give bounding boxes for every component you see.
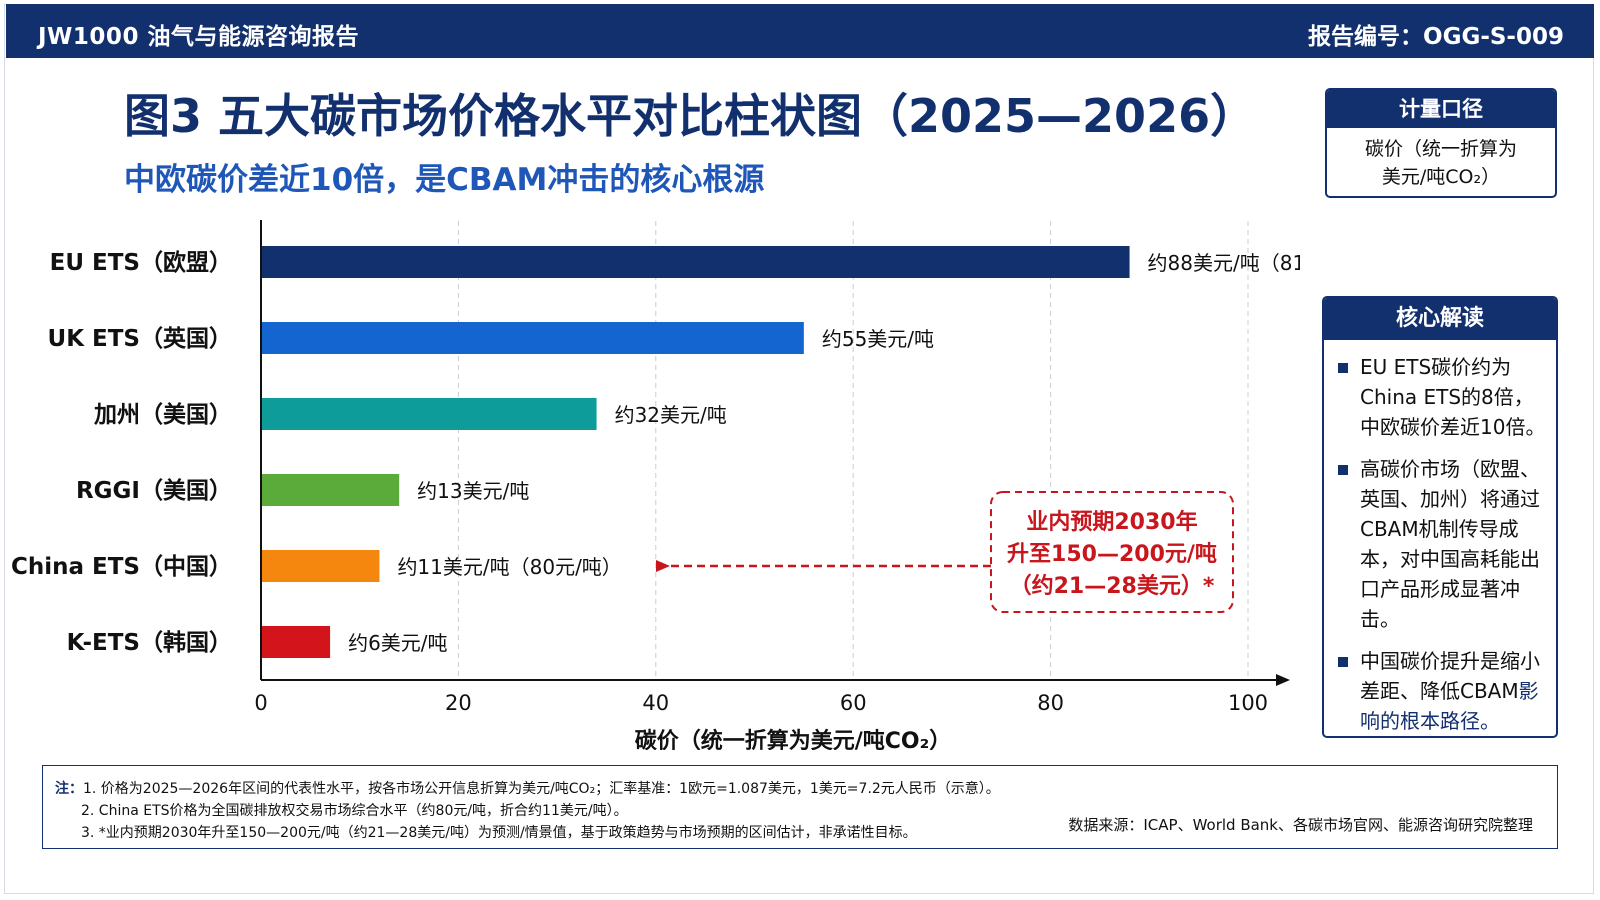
interpretation-list: EU ETS碳价约为China ETS的8倍，中欧碳价差近10倍。 高碳价市场（… bbox=[1324, 340, 1556, 736]
x-tick-label: 100 bbox=[1228, 691, 1268, 715]
data-label: 约32美元/吨 bbox=[615, 403, 727, 427]
bar bbox=[261, 626, 331, 658]
data-label: 约11美元/吨（80元/吨） bbox=[397, 555, 621, 579]
data-label: 约55美元/吨 bbox=[822, 327, 934, 351]
x-tick-label: 60 bbox=[840, 691, 867, 715]
bar bbox=[261, 246, 1130, 278]
notes-box: 注：1. 价格为2025—2026年区间的代表性水平，按各市场公开信息折算为美元… bbox=[42, 765, 1558, 849]
unit-box-title: 计量口径 bbox=[1327, 90, 1555, 128]
bar bbox=[261, 550, 380, 582]
category-label: UK ETS（英国） bbox=[48, 325, 232, 352]
category-label: China ETS（中国） bbox=[11, 553, 232, 580]
bars bbox=[261, 246, 1130, 658]
x-tick-label: 20 bbox=[445, 691, 472, 715]
interpretation-item: 高碳价市场（欧盟、英国、加州）将通过CBAM机制传导成本，对中国高耗能出口产品形… bbox=[1338, 454, 1548, 634]
interpretation-item-text: 中国碳价提升是缩小差距、降低CBAM bbox=[1360, 649, 1540, 703]
category-label: EU ETS（欧盟） bbox=[50, 249, 232, 276]
note-1-text: 1. 价格为2025—2026年区间的代表性水平，按各市场公开信息折算为美元/吨… bbox=[83, 781, 1000, 797]
interpretation-item-text: EU ETS碳价约为China ETS的8倍，中欧碳价差近10倍。 bbox=[1360, 355, 1546, 439]
bar bbox=[261, 322, 804, 354]
report-header: JW1000 油气与能源咨询报告 报告编号：OGG-S-009 bbox=[6, 4, 1594, 58]
interpretation-title: 核心解读 bbox=[1324, 298, 1556, 340]
bar bbox=[261, 398, 597, 430]
annotation: 业内预期2030年升至150—200元/吨 （约21—28美元）* bbox=[656, 491, 1234, 613]
interpretation-item-highlight: 影响的根本路径。 bbox=[1360, 679, 1539, 733]
chart-subtitle: 中欧碳价差近10倍，是CBAM冲击的核心根源 bbox=[124, 162, 765, 198]
annotation-text: 业内预期2030年 bbox=[1026, 509, 1197, 535]
x-tick-label: 0 bbox=[254, 691, 267, 715]
interpretation-box: 核心解读 EU ETS碳价约为China ETS的8倍，中欧碳价差近10倍。 高… bbox=[1322, 296, 1558, 738]
bar bbox=[261, 474, 400, 506]
category-label: 加州（美国） bbox=[93, 401, 232, 428]
interpretation-item: 中国碳价提升是缩小差距、降低CBAM影响的根本路径。 bbox=[1338, 646, 1548, 736]
category-label: K-ETS（韩国） bbox=[67, 629, 232, 656]
unit-box-line2: 美元/吨CO₂） bbox=[1381, 166, 1501, 188]
interpretation-item-text: 高碳价市场（欧盟、英国、加州）将通过CBAM机制传导成本，对中国高耗能出口产品形… bbox=[1360, 457, 1540, 631]
annotation-box bbox=[990, 491, 1234, 613]
x-axis-title: 碳价（统一折算为美元/吨CO₂） bbox=[635, 728, 952, 750]
report-number: 报告编号：OGG-S-009 bbox=[1308, 24, 1564, 50]
unit-box: 计量口径 碳价（统一折算为 美元/吨CO₂） bbox=[1325, 88, 1557, 198]
note-2: 2. China ETS价格为全国碳排放权交易市场综合水平（约80元/吨，折合约… bbox=[81, 803, 628, 819]
category-label: RGGI（美国） bbox=[76, 477, 232, 504]
note-1: 注：1. 价格为2025—2026年区间的代表性水平，按各市场公开信息折算为美元… bbox=[55, 778, 1000, 798]
annotation-text: （约21—28美元）* bbox=[1010, 573, 1215, 599]
report-brand: JW1000 油气与能源咨询报告 bbox=[38, 24, 359, 50]
unit-box-body: 碳价（统一折算为 美元/吨CO₂） bbox=[1327, 128, 1555, 191]
labels: 0 20 40 60 80 100 EU ETS（欧盟） 约88美元/吨（81欧元） UK ET… bbox=[11, 249, 1300, 750]
interpretation-item: EU ETS碳价约为China ETS的8倍，中欧碳价差近10倍。 bbox=[1338, 352, 1548, 442]
unit-box-line1: 碳价（统一折算为 bbox=[1364, 138, 1517, 160]
data-source: 数据来源：ICAP、World Bank、各碳市场官网、能源咨询研究院整理 bbox=[1068, 816, 1533, 834]
x-tick-label: 40 bbox=[642, 691, 669, 715]
note-3: 3. *业内预期2030年升至150—200元/吨（约21—28美元/吨）为预测… bbox=[81, 825, 917, 841]
chart-title: 图3 五大碳市场价格水平对比柱状图（2025—2026） bbox=[124, 89, 1257, 143]
data-label: 约6美元/吨 bbox=[348, 631, 447, 655]
annotation-text: 升至150—200元/吨 bbox=[1007, 542, 1217, 567]
axes bbox=[260, 220, 1290, 686]
data-label: 约88美元/吨（81欧元） bbox=[1148, 251, 1300, 275]
x-tick-label: 80 bbox=[1037, 691, 1064, 715]
bar-chart: 0 20 40 60 80 100 EU ETS（欧盟） 约88美元/吨（81欧元） UK ET… bbox=[11, 220, 1300, 750]
data-label: 约13美元/吨 bbox=[417, 479, 529, 503]
note-lead: 注： bbox=[55, 781, 83, 797]
